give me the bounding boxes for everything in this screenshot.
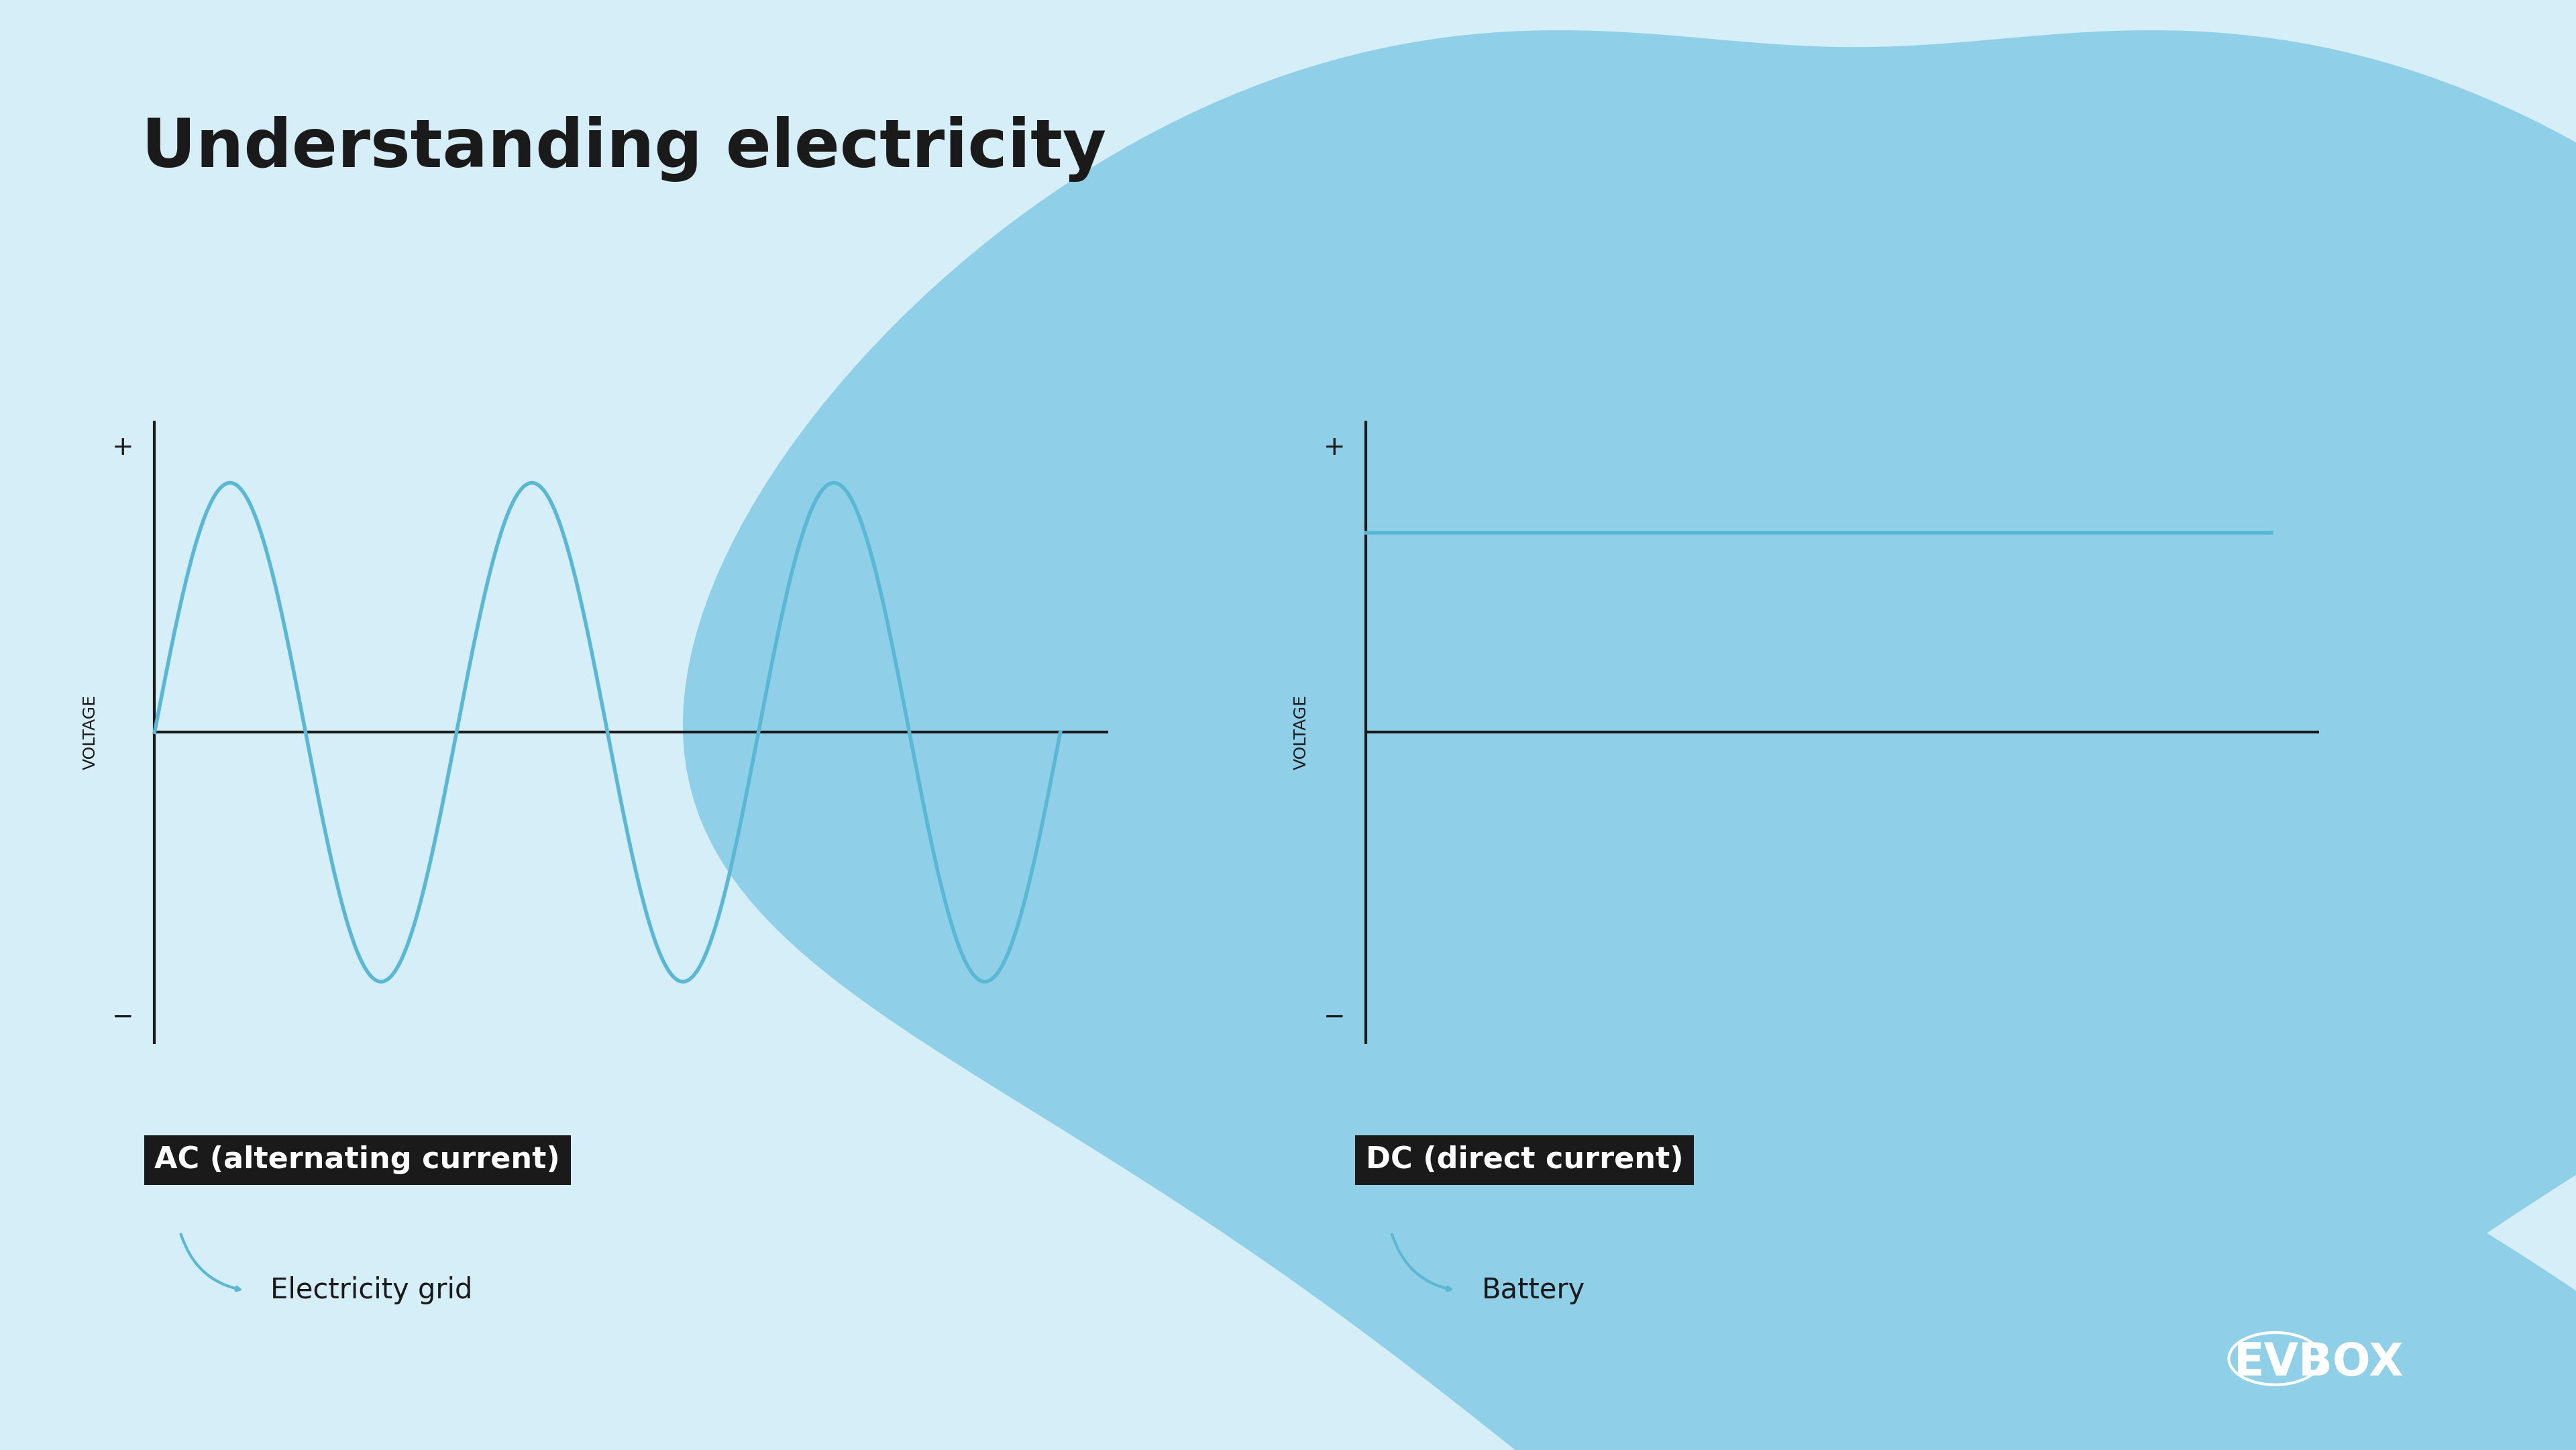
Text: DC (direct current): DC (direct current) (1365, 1146, 1682, 1175)
Text: EVBOX: EVBOX (2233, 1341, 2403, 1385)
Text: VOLTAGE: VOLTAGE (82, 695, 98, 770)
Text: Battery: Battery (1481, 1276, 1584, 1305)
Text: −: − (113, 1003, 134, 1030)
Text: Understanding electricity: Understanding electricity (142, 116, 1105, 181)
Text: +: + (1324, 435, 1345, 461)
Text: AC (alternating current): AC (alternating current) (155, 1146, 559, 1175)
Text: Electricity grid: Electricity grid (270, 1276, 471, 1305)
Polygon shape (683, 30, 2576, 1450)
Text: +: + (113, 435, 134, 461)
Polygon shape (1620, 1137, 2576, 1450)
Text: VOLTAGE: VOLTAGE (1293, 695, 1309, 770)
Text: −: − (1324, 1003, 1345, 1030)
